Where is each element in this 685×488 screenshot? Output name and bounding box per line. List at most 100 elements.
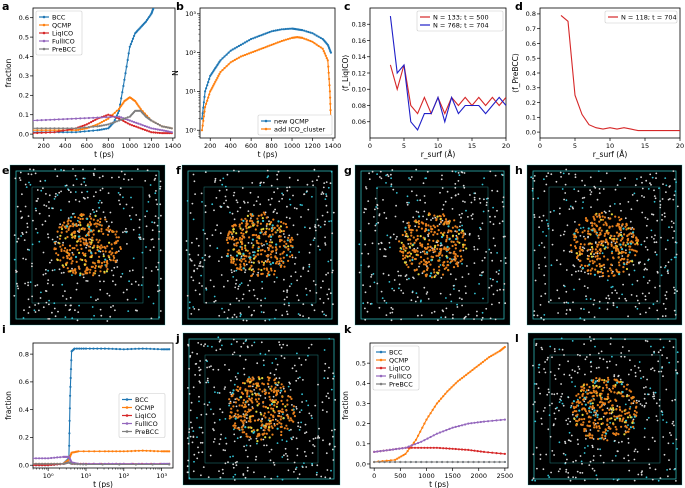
atom	[86, 217, 89, 220]
atom	[150, 317, 153, 320]
atom	[587, 389, 590, 392]
atom	[432, 239, 435, 242]
atom	[59, 259, 62, 262]
atom	[35, 200, 38, 202]
atom	[193, 264, 196, 267]
atom	[276, 260, 279, 263]
snapshot-frame	[354, 164, 511, 326]
data-point	[488, 460, 491, 464]
atom	[601, 271, 604, 275]
atom	[660, 410, 663, 413]
atom	[238, 299, 241, 302]
data-point	[150, 119, 153, 122]
atom	[263, 388, 266, 391]
data-point	[315, 43, 318, 46]
atom	[646, 418, 648, 421]
atom	[159, 185, 162, 188]
atom	[221, 307, 223, 310]
atom	[308, 412, 311, 415]
atom	[74, 255, 78, 259]
atom	[228, 414, 231, 418]
atom	[609, 343, 612, 345]
atom	[259, 352, 262, 355]
atom	[217, 368, 220, 371]
y-tick-label: 0.2	[19, 92, 29, 100]
data-point	[201, 112, 204, 115]
atom	[295, 407, 298, 410]
atom	[601, 264, 604, 267]
atom	[588, 263, 591, 266]
atom	[626, 255, 629, 258]
atom	[594, 242, 597, 244]
atom	[189, 258, 192, 260]
data-point	[107, 450, 110, 453]
atom	[584, 447, 586, 449]
atom	[485, 307, 488, 310]
atom	[213, 209, 215, 212]
atom	[467, 216, 469, 218]
atom	[260, 304, 262, 307]
atom	[585, 298, 588, 300]
data-point	[208, 77, 211, 81]
atom	[470, 201, 473, 204]
atom	[275, 249, 278, 252]
data-point	[319, 46, 322, 49]
atom	[451, 244, 454, 248]
data-point	[139, 107, 142, 110]
data-point	[495, 419, 498, 422]
atom	[481, 222, 484, 225]
atom	[200, 426, 203, 429]
atom	[258, 237, 261, 240]
atom	[619, 243, 622, 246]
atom	[400, 318, 402, 321]
atom	[273, 404, 276, 407]
atom	[197, 451, 200, 454]
atom	[612, 478, 615, 481]
atom	[478, 197, 481, 200]
atom	[569, 309, 572, 312]
atom	[672, 170, 675, 173]
atom	[293, 461, 296, 464]
panel-label-a: a	[2, 0, 9, 13]
atom	[281, 408, 284, 411]
atom	[639, 370, 642, 372]
atom	[614, 289, 617, 292]
data-point	[473, 367, 476, 370]
y-tick-label: 0.18	[352, 21, 366, 29]
x-tick-label: 800	[265, 142, 277, 150]
atom	[667, 272, 669, 275]
atom	[246, 222, 249, 226]
atom	[624, 177, 626, 180]
atom	[379, 248, 381, 251]
atom	[543, 178, 545, 181]
atom	[664, 266, 666, 269]
atom	[223, 388, 226, 390]
atom	[243, 382, 246, 385]
atom	[587, 235, 589, 238]
atom	[565, 168, 568, 171]
atom	[130, 218, 133, 221]
atom	[410, 234, 413, 237]
data-point	[40, 119, 43, 122]
atom	[399, 247, 402, 250]
y-tick-label: 0.6	[19, 14, 29, 22]
atom	[423, 286, 426, 289]
atom	[273, 281, 276, 283]
atom	[674, 313, 677, 316]
data-point	[126, 450, 129, 453]
atom	[111, 176, 113, 179]
atom	[325, 273, 327, 276]
atom	[106, 262, 109, 265]
atom	[108, 241, 111, 244]
atom	[103, 270, 106, 273]
atom	[252, 383, 255, 386]
data-point	[414, 460, 418, 464]
data-point	[92, 125, 95, 128]
atom	[647, 393, 650, 396]
data-point	[138, 106, 141, 109]
atom	[559, 263, 562, 266]
atom	[593, 260, 596, 263]
atom	[212, 441, 215, 443]
atom	[76, 282, 79, 285]
atom	[270, 197, 273, 200]
